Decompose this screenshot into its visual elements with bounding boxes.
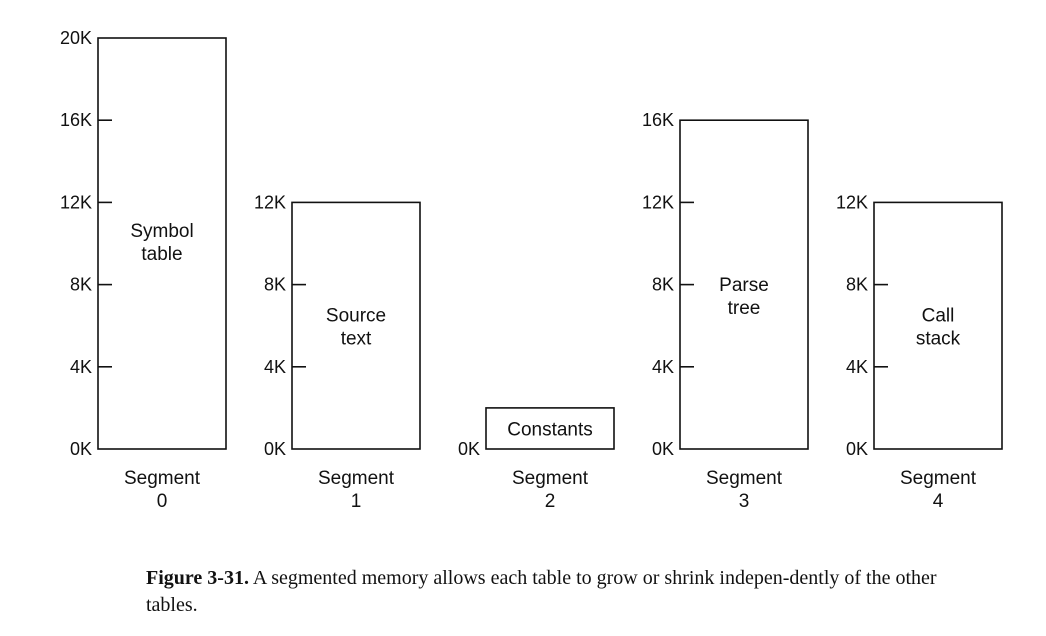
tick-label: 4K [70,357,92,377]
tick-label: 8K [652,275,674,295]
segment-number: 1 [351,491,362,512]
segment-2-box [485,407,615,450]
tick-label: 0K [264,439,286,459]
figure-caption-text: A segmented memory allows each table to … [146,567,937,616]
segment-0-content-label: table [141,244,182,265]
segment-0-content-label: Symbol [130,221,193,242]
tick-label: 8K [70,275,92,295]
segment-2-content-label: Constants [507,419,593,440]
tick-label: 0K [846,439,868,459]
tick-label: 4K [264,357,286,377]
segment-name: Segment [900,468,977,489]
tick-label: 0K [652,439,674,459]
tick-label: 16K [60,110,92,130]
tick-label: 12K [642,192,674,212]
segment-3-content-label: tree [728,298,761,319]
figure-caption: Figure 3-31. A segmented memory allows e… [146,565,946,619]
tick-label: 0K [458,439,480,459]
segment-4-box [873,201,1003,450]
segment-0-box [97,37,227,450]
segment-number: 2 [545,491,556,512]
tick-label: 20K [60,28,92,48]
tick-label: 16K [642,110,674,130]
segment-1-content-label: text [341,329,372,350]
tick-label: 12K [254,192,286,212]
tick-label: 8K [846,275,868,295]
tick-label: 12K [60,192,92,212]
segment-name: Segment [318,468,395,489]
tick-label: 8K [264,275,286,295]
segment-3-content-label: Parse [719,275,769,296]
tick-label: 0K [70,439,92,459]
segment-number: 3 [739,491,750,512]
figure-label: Figure 3-31. [146,567,249,589]
segment-name: Segment [124,468,201,489]
segment-1-box [291,201,421,450]
segment-4-content-label: stack [916,329,961,350]
segment-1-content-label: Source [326,306,386,327]
tick-label: 4K [846,357,868,377]
segment-4-content-label: Call [922,306,955,327]
segment-name: Segment [512,468,589,489]
tick-label: 12K [836,192,868,212]
segment-name: Segment [706,468,783,489]
tick-label: 4K [652,357,674,377]
segment-number: 0 [157,491,168,512]
segment-number: 4 [933,491,944,512]
